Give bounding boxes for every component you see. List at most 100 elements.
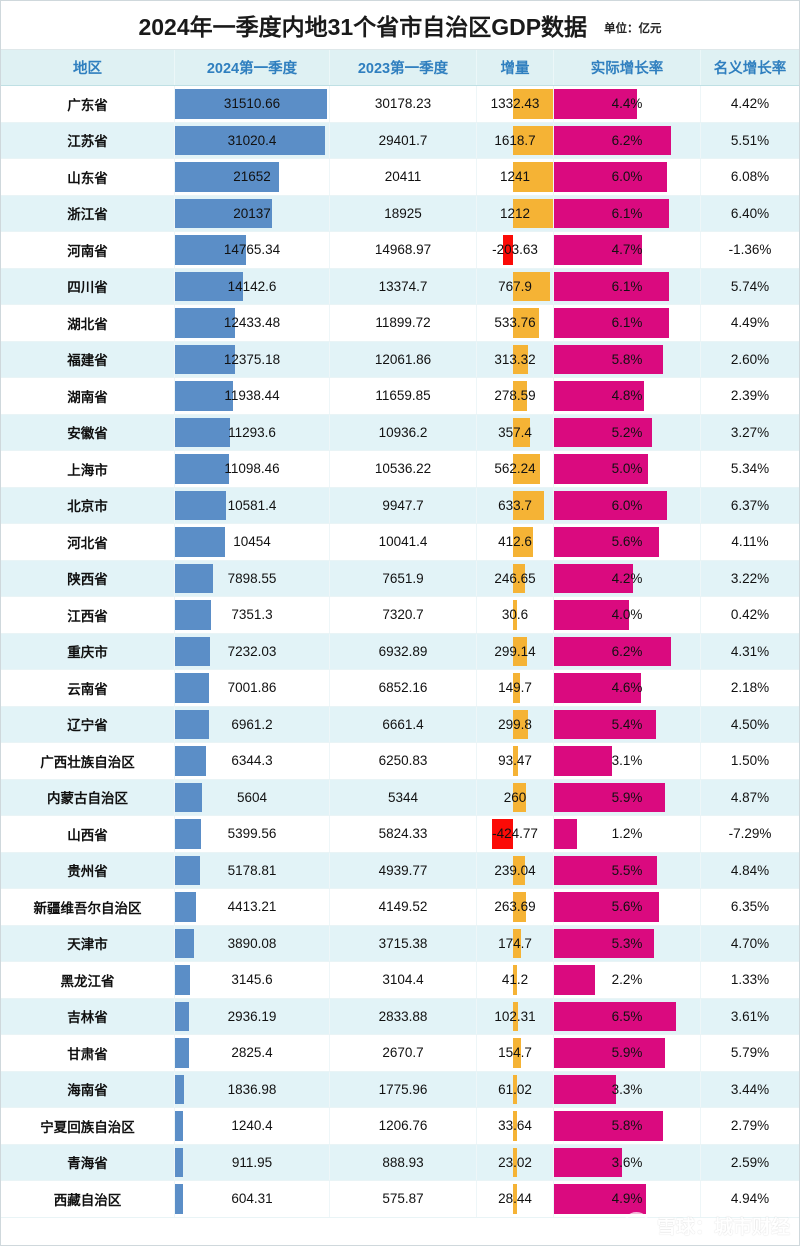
table-row[interactable]: 广东省 31510.66 30178.23 1332.43 4.4% 4.42%	[1, 86, 799, 123]
table-row[interactable]: 湖北省 12433.48 11899.72 533.76 6.1% 4.49%	[1, 305, 799, 342]
cell-region: 陕西省	[1, 560, 175, 596]
cell-q1-2023: 30178.23	[330, 86, 477, 122]
table-row[interactable]: 宁夏回族自治区 1240.4 1206.76 33.64 5.8% 2.79%	[1, 1108, 799, 1145]
cell-region: 吉林省	[1, 998, 175, 1034]
table-row[interactable]: 青海省 911.95 888.93 23.02 3.6% 2.59%	[1, 1144, 799, 1181]
table-row[interactable]: 江西省 7351.3 7320.7 30.6 4.0% 0.42%	[1, 597, 799, 634]
region-label: 贵州省	[67, 864, 108, 880]
q1-2024-value: 5399.56	[227, 826, 277, 842]
cell-increment: 102.31	[477, 998, 554, 1034]
gdp-bar	[175, 344, 235, 374]
q1-2023-value: 2670.7	[382, 1045, 424, 1061]
nominal-growth-value: 4.50%	[730, 716, 770, 732]
column-header-increment[interactable]: 增量	[477, 50, 554, 85]
table-row[interactable]: 贵州省 5178.81 4939.77 239.04 5.5% 4.84%	[1, 852, 799, 889]
table-row[interactable]: 福建省 12375.18 12061.86 313.32 5.8% 2.60%	[1, 341, 799, 378]
table-row[interactable]: 陕西省 7898.55 7651.9 246.65 4.2% 3.22%	[1, 560, 799, 597]
region-label: 河南省	[67, 243, 108, 259]
table-row[interactable]: 山东省 21652 20411 1241 6.0% 6.08%	[1, 159, 799, 196]
real-growth-bar	[554, 417, 652, 447]
table-row[interactable]: 天津市 3890.08 3715.38 174.7 5.3% 4.70%	[1, 925, 799, 962]
column-header-real-growth[interactable]: 实际增长率	[554, 50, 701, 85]
table-row[interactable]: 河南省 14765.34 14968.97 -203.63 4.7% -1.36%	[1, 232, 799, 269]
gdp-bar	[175, 636, 210, 666]
q1-2024-value: 31020.4	[227, 132, 277, 148]
table-row[interactable]: 广西壮族自治区 6344.3 6250.83 93.47 3.1% 1.50%	[1, 743, 799, 780]
cell-q1-2023: 11899.72	[330, 305, 477, 341]
nominal-growth-value: 2.18%	[730, 680, 770, 696]
column-header-region[interactable]: 地区	[1, 50, 175, 85]
cell-region: 海南省	[1, 1071, 175, 1107]
increment-bar-positive	[513, 527, 533, 557]
cell-real-growth: 6.2%	[554, 122, 701, 158]
table-row[interactable]: 江苏省 31020.4 29401.7 1618.7 6.2% 5.51%	[1, 122, 799, 159]
cell-real-growth: 4.8%	[554, 378, 701, 414]
cell-real-growth: 6.0%	[554, 487, 701, 523]
real-growth-bar	[554, 563, 633, 593]
real-growth-bar	[554, 709, 656, 739]
cell-q1-2023: 1206.76	[330, 1108, 477, 1144]
table-row[interactable]: 吉林省 2936.19 2833.88 102.31 6.5% 3.61%	[1, 998, 799, 1035]
real-growth-value: 4.8%	[611, 388, 643, 404]
real-growth-value: 4.2%	[611, 570, 643, 586]
cell-q1-2024: 6344.3	[175, 743, 330, 779]
q1-2024-value: 5178.81	[227, 862, 277, 878]
increment-bar-positive	[513, 600, 517, 630]
q1-2023-value: 6852.16	[378, 680, 428, 696]
cell-increment: 239.04	[477, 852, 554, 888]
q1-2023-value: 888.93	[382, 1154, 424, 1170]
nominal-growth-value: 4.31%	[730, 643, 770, 659]
column-header-q1-2024[interactable]: 2024第一季度	[175, 50, 330, 85]
cell-region: 黑龙江省	[1, 962, 175, 998]
column-header-q1-2023[interactable]: 2023第一季度	[330, 50, 477, 85]
cell-region: 山东省	[1, 159, 175, 195]
cell-nominal-growth: 3.44%	[701, 1072, 799, 1108]
real-growth-value: 4.0%	[611, 607, 643, 623]
table-row[interactable]: 浙江省 20137 18925 1212 6.1% 6.40%	[1, 195, 799, 232]
real-growth-value: 5.4%	[611, 716, 643, 732]
increment-value: 767.9	[498, 278, 532, 294]
cell-q1-2024: 911.95	[175, 1144, 330, 1180]
increment-bar-positive	[513, 1184, 517, 1214]
table-row[interactable]: 四川省 14142.6 13374.7 767.9 6.1% 5.74%	[1, 268, 799, 305]
real-growth-bar	[554, 965, 596, 995]
table-row[interactable]: 新疆维吾尔自治区 4413.21 4149.52 263.69 5.6% 6.35%	[1, 889, 799, 926]
cell-real-growth: 6.0%	[554, 159, 701, 195]
q1-2023-value: 1775.96	[378, 1081, 428, 1097]
increment-bar-positive	[513, 1074, 517, 1104]
table-row[interactable]: 甘肃省 2825.4 2670.7 154.7 5.9% 5.79%	[1, 1035, 799, 1072]
real-growth-bar	[554, 198, 669, 228]
increment-value: 154.7	[498, 1045, 532, 1061]
nominal-growth-value: 6.40%	[730, 205, 770, 221]
table-row[interactable]: 内蒙古自治区 5604 5344 260 5.9% 4.87%	[1, 779, 799, 816]
cell-increment: 41.2	[477, 962, 554, 998]
table-row[interactable]: 重庆市 7232.03 6932.89 299.14 6.2% 4.31%	[1, 633, 799, 670]
cell-region: 山西省	[1, 816, 175, 852]
table-row[interactable]: 山西省 5399.56 5824.33 -424.77 1.2% -7.29%	[1, 816, 799, 853]
table-row[interactable]: 安徽省 11293.6 10936.2 357.4 5.2% 3.27%	[1, 414, 799, 451]
gdp-bar	[175, 928, 194, 958]
cell-q1-2024: 7351.3	[175, 597, 330, 633]
increment-value: 260	[503, 789, 527, 805]
real-growth-value: 4.4%	[611, 96, 643, 112]
region-label: 北京市	[67, 499, 108, 515]
real-growth-value: 6.2%	[611, 132, 643, 148]
cell-nominal-growth: 3.27%	[701, 415, 799, 451]
table-row[interactable]: 河北省 10454 10041.4 412.6 5.6% 4.11%	[1, 524, 799, 561]
nominal-growth-value: 6.37%	[730, 497, 770, 513]
table-row[interactable]: 辽宁省 6961.2 6661.4 299.8 5.4% 4.50%	[1, 706, 799, 743]
column-header-nominal-growth[interactable]: 名义增长率	[713, 61, 787, 77]
table-row[interactable]: 北京市 10581.4 9947.7 633.7 6.0% 6.37%	[1, 487, 799, 524]
q1-2024-value: 6344.3	[231, 753, 273, 769]
q1-2024-value: 1836.98	[227, 1081, 277, 1097]
cell-region: 江苏省	[1, 122, 175, 158]
q1-2023-value: 18925	[384, 205, 422, 221]
cell-real-growth: 5.4%	[554, 706, 701, 742]
table-row[interactable]: 海南省 1836.98 1775.96 61.02 3.3% 3.44%	[1, 1071, 799, 1108]
table-row[interactable]: 上海市 11098.46 10536.22 562.24 5.0% 5.34%	[1, 451, 799, 488]
table-row[interactable]: 西藏自治区 604.31 575.87 28.44 4.9% 4.94%	[1, 1181, 799, 1218]
table-row[interactable]: 云南省 7001.86 6852.16 149.7 4.6% 2.18%	[1, 670, 799, 707]
table-row[interactable]: 黑龙江省 3145.6 3104.4 41.2 2.2% 1.33%	[1, 962, 799, 999]
cell-region: 湖北省	[1, 305, 175, 341]
table-row[interactable]: 湖南省 11938.44 11659.85 278.59 4.8% 2.39%	[1, 378, 799, 415]
